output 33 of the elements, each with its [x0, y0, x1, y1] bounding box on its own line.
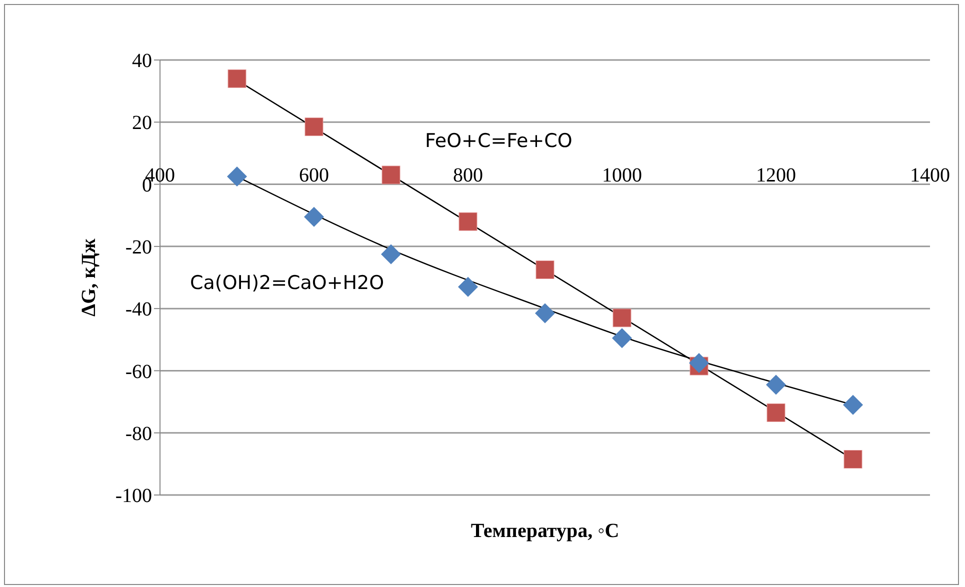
- y-tick-label: 20: [132, 112, 152, 134]
- y-tick-label: -80: [125, 422, 152, 445]
- x-axis-title: Температура, ◦C: [470, 520, 620, 542]
- point: [535, 303, 555, 324]
- x-tick-label: 600: [299, 164, 329, 186]
- y-tick-label: -20: [125, 236, 152, 259]
- point: [612, 308, 632, 328]
- point: [689, 352, 709, 373]
- y-tick-label: -40: [125, 298, 152, 321]
- annotation: FeO+C=Fe+CO: [425, 130, 572, 152]
- x-tick-label: 1200: [756, 164, 796, 186]
- point: [381, 244, 401, 264]
- point: [458, 276, 478, 297]
- x-tick-label: 800: [453, 164, 483, 186]
- y-axis-title: ΔG, кДж: [78, 238, 100, 316]
- y-tick-label: -100: [115, 485, 152, 508]
- annotation: Ca(OH)2=CaO+H2O: [190, 272, 384, 294]
- point: [766, 403, 786, 422]
- point: [304, 118, 324, 136]
- x-tick-label: 1400: [910, 164, 950, 186]
- y-tick-label: 40: [132, 50, 152, 72]
- point: [844, 450, 862, 469]
- point: [382, 166, 400, 184]
- x-tick-label: 1000: [602, 164, 642, 186]
- point: [843, 394, 863, 415]
- point: [228, 69, 246, 88]
- point: [227, 166, 247, 187]
- point: [766, 374, 786, 395]
- point: [536, 260, 554, 279]
- point: [458, 212, 478, 231]
- point: [304, 206, 324, 227]
- point: [612, 328, 632, 348]
- y-tick-label: -60: [125, 360, 152, 383]
